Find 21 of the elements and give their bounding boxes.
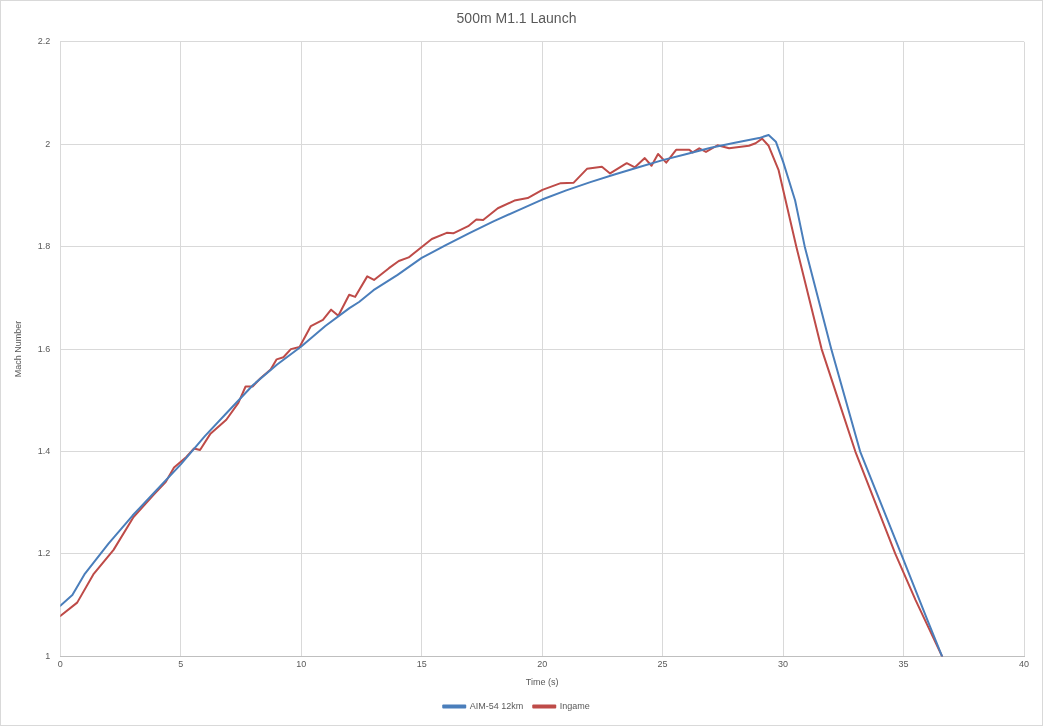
x-tick-label: 10 [296, 659, 307, 670]
y-tick-label: 1.2 [37, 548, 51, 559]
legend-label: AIM-54 12km [469, 700, 524, 711]
chart-title: 500m M1.1 Launch [456, 10, 577, 27]
y-tick-label: 2.2 [37, 36, 51, 47]
y-axis-title: Mach Number [12, 320, 23, 378]
y-tick-label: 2 [45, 138, 51, 149]
x-axis-title: Time (s) [525, 677, 559, 688]
y-tick-label: 1.8 [37, 241, 51, 252]
x-tick-label: 30 [778, 659, 789, 670]
x-tick-label: 40 [1018, 659, 1030, 670]
legend-label: Ingame [559, 700, 590, 711]
x-tick-label: 35 [898, 659, 909, 670]
x-tick-label: 5 [178, 659, 184, 670]
x-tick-label: 0 [57, 659, 63, 670]
x-tick-label: 15 [416, 659, 427, 670]
y-tick-label: 1 [45, 650, 51, 661]
y-tick-label: 1.4 [37, 446, 51, 457]
x-tick-label: 25 [657, 659, 668, 670]
y-tick-label: 1.6 [37, 343, 51, 354]
x-tick-label: 20 [537, 659, 548, 670]
